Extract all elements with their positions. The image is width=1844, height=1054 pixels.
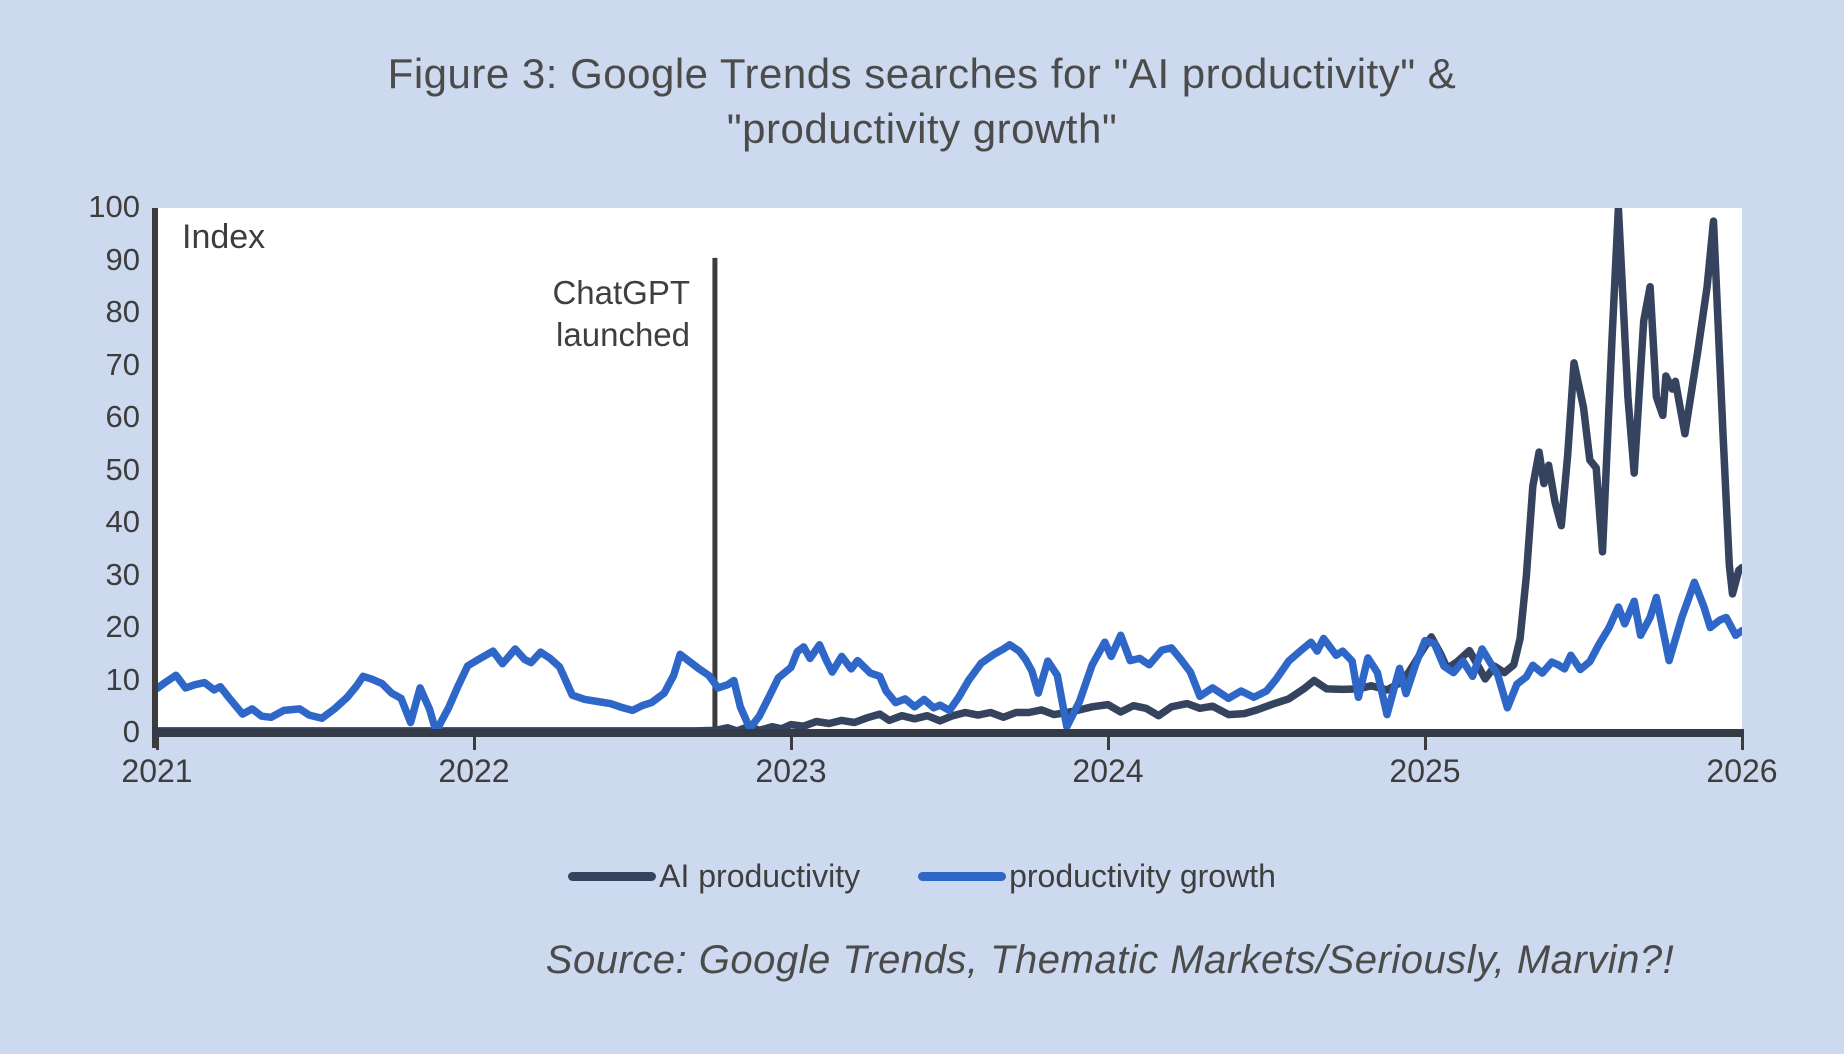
y-axis-label: 80: [105, 294, 140, 329]
y-axis-label: 90: [105, 241, 140, 277]
source-note: Source: Google Trends, Thematic Markets/…: [545, 938, 1675, 982]
y-axis-line: [152, 208, 158, 748]
productivity-growth-line: [157, 578, 1742, 733]
x-axis-tick: [472, 737, 476, 750]
legend-item-ai-productivity: AI productivity: [568, 858, 860, 895]
legend-item-productivity-growth: productivity growth: [918, 858, 1276, 895]
x-axis-tick: [1423, 737, 1427, 750]
ai-productivity-swatch: [568, 872, 657, 881]
x-axis-tick: [1106, 737, 1110, 750]
chatgpt-launched-annotation: ChatGPT launched: [157, 272, 690, 356]
y-axis-label: 0: [122, 714, 140, 749]
x-axis-tick: [1740, 737, 1744, 750]
x-axis-tick: [155, 737, 159, 750]
ai-productivity-line: [157, 208, 1742, 733]
x-axis-line: [152, 729, 1744, 737]
productivity-growth-swatch: [918, 872, 1007, 881]
x-axis-label: 2026: [1706, 753, 1778, 789]
y-axis-label: 70: [105, 346, 140, 382]
y-axis-label: 100: [88, 189, 140, 224]
y-axis-label: 40: [105, 504, 140, 539]
x-axis-tick: [789, 737, 793, 750]
y-axis-label: 30: [105, 556, 140, 592]
plot-svg: [157, 208, 1742, 733]
x-axis-label: 2021: [121, 753, 193, 789]
page-title: Figure 3: Google Trends searches for "AI…: [0, 46, 1844, 157]
y-axis-label: 10: [105, 661, 140, 697]
y-axis-unit-label: Index: [182, 218, 266, 256]
legend: AI productivity productivity growth: [0, 858, 1844, 895]
page-title-line-1: Figure 3: Google Trends searches for "AI…: [387, 50, 1457, 97]
legend-label-productivity-growth: productivity growth: [1009, 858, 1276, 894]
chatgpt-annotation-line-1: ChatGPT: [552, 274, 690, 311]
x-axis-label: 2023: [755, 753, 827, 789]
y-axis-label: 60: [105, 399, 140, 434]
chatgpt-annotation-line-2: launched: [556, 316, 690, 354]
plot-area: [157, 208, 1742, 733]
page-title-line-2: "productivity growth": [726, 105, 1118, 153]
x-axis-label: 2025: [1389, 753, 1461, 789]
x-axis-label: 2024: [1072, 753, 1144, 789]
legend-label-ai-productivity: AI productivity: [659, 858, 861, 894]
y-axis-label: 50: [105, 451, 140, 487]
x-axis-label: 2022: [438, 753, 510, 789]
y-axis-label: 20: [105, 609, 140, 644]
